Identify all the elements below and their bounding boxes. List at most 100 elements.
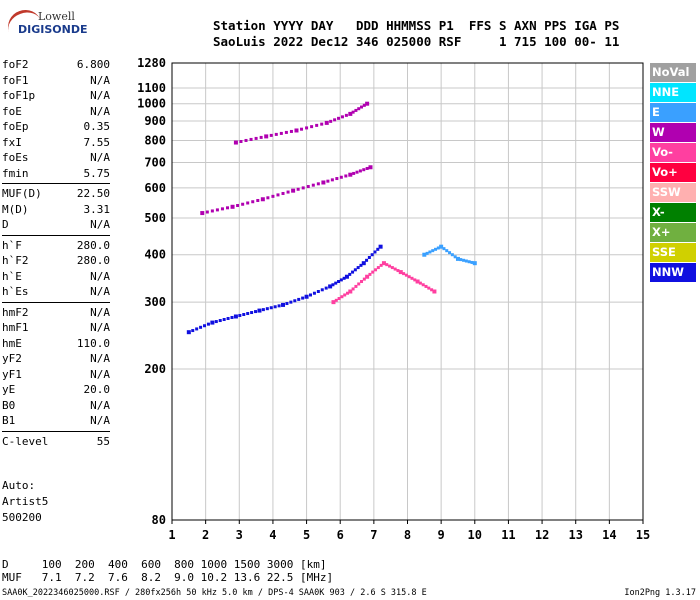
auto-label: Auto: bbox=[2, 479, 36, 492]
param-name: foEp bbox=[2, 120, 29, 133]
param-name: fxI bbox=[2, 135, 22, 149]
param-value: 280.0 bbox=[76, 238, 110, 252]
data-point bbox=[427, 286, 431, 290]
data-point bbox=[365, 166, 369, 170]
param-row: yF2 N/A bbox=[2, 351, 110, 367]
data-point bbox=[459, 258, 463, 262]
data-point bbox=[242, 312, 246, 316]
param-value: 0.35 bbox=[83, 120, 111, 133]
data-point bbox=[324, 286, 328, 290]
data-point bbox=[455, 256, 460, 261]
data-point bbox=[356, 266, 360, 270]
data-point bbox=[413, 278, 417, 282]
data-point bbox=[265, 307, 269, 311]
data-point bbox=[236, 204, 240, 208]
param-value: 110.0 bbox=[76, 336, 110, 350]
data-point bbox=[431, 249, 435, 253]
data-point bbox=[448, 251, 452, 255]
data-point bbox=[285, 302, 289, 306]
data-point bbox=[293, 299, 297, 303]
data-point bbox=[334, 298, 338, 302]
data-point bbox=[296, 187, 300, 191]
data-point bbox=[266, 196, 270, 200]
param-row: foE N/A bbox=[2, 104, 110, 120]
data-point bbox=[472, 261, 477, 266]
logo-line1: Lowell bbox=[38, 10, 75, 23]
data-point bbox=[340, 115, 344, 119]
data-point bbox=[279, 131, 283, 135]
data-point bbox=[362, 277, 366, 281]
data-point bbox=[404, 273, 408, 277]
auto-code: 500200 bbox=[2, 511, 42, 524]
param-name: foEs bbox=[2, 151, 29, 164]
legend-entry-sse: SSE bbox=[650, 243, 696, 262]
param-row: h`Es N/A bbox=[2, 284, 110, 300]
data-point bbox=[273, 305, 277, 309]
data-point bbox=[344, 174, 348, 178]
data-point bbox=[254, 136, 258, 140]
data-point bbox=[200, 211, 205, 216]
data-point bbox=[244, 138, 248, 142]
legend-entry-w: W bbox=[650, 123, 696, 142]
data-point bbox=[367, 255, 371, 259]
data-point bbox=[445, 249, 449, 253]
data-point bbox=[328, 284, 333, 289]
data-point bbox=[462, 258, 466, 262]
param-value: 280.0 bbox=[76, 254, 110, 267]
param-name: hmE bbox=[2, 336, 22, 350]
param-name: h`Es bbox=[2, 285, 29, 298]
data-point bbox=[220, 207, 224, 211]
param-name: D bbox=[2, 218, 9, 231]
param-name: foF1 bbox=[2, 73, 29, 87]
data-point bbox=[365, 101, 370, 106]
x-tick-label: 1 bbox=[168, 528, 175, 542]
data-point bbox=[261, 308, 265, 312]
data-point bbox=[271, 194, 275, 198]
data-point bbox=[286, 190, 290, 194]
muf-table: D 100 200 400 600 800 1000 1500 3000 [km… bbox=[2, 558, 333, 584]
data-point bbox=[269, 133, 273, 137]
param-name: MUF(D) bbox=[2, 187, 42, 200]
data-point bbox=[346, 291, 350, 295]
legend-entry-nnw: NNW bbox=[650, 263, 696, 282]
data-point bbox=[337, 280, 341, 284]
data-point bbox=[348, 289, 353, 294]
param-name: C-level bbox=[2, 434, 49, 448]
legend-entry-ssw: SSW bbox=[650, 183, 696, 202]
y-tick-label: 200 bbox=[144, 362, 166, 376]
data-point bbox=[450, 253, 454, 257]
x-tick-label: 8 bbox=[404, 528, 411, 542]
param-row: hmF1 N/A bbox=[2, 320, 110, 336]
param-name: fmin bbox=[2, 166, 29, 180]
data-point bbox=[233, 314, 238, 319]
data-point bbox=[230, 315, 234, 319]
station-header: Station YYYY DAY DDD HHMMSS P1 FFS S AXN… bbox=[213, 18, 619, 50]
data-point bbox=[425, 251, 429, 255]
data-point bbox=[218, 319, 222, 323]
y-tick-label: 800 bbox=[144, 133, 166, 147]
data-point bbox=[259, 135, 263, 139]
data-point bbox=[316, 182, 320, 186]
data-point bbox=[300, 127, 304, 131]
data-point bbox=[260, 197, 265, 202]
data-point bbox=[396, 269, 400, 273]
param-name: h`F2 bbox=[2, 254, 29, 267]
legend-entry-nne: NNE bbox=[650, 83, 696, 102]
param-name: foF1p bbox=[2, 89, 36, 102]
param-value: N/A bbox=[90, 151, 110, 164]
data-point bbox=[304, 294, 309, 299]
data-point bbox=[421, 283, 425, 287]
param-name: foF2 bbox=[2, 58, 29, 71]
data-point bbox=[277, 304, 281, 308]
y-tick-label: 600 bbox=[144, 181, 166, 195]
param-name: hmF2 bbox=[2, 305, 29, 319]
data-point bbox=[254, 310, 258, 314]
x-tick-label: 10 bbox=[468, 528, 482, 542]
data-point bbox=[186, 330, 191, 335]
param-name: yF1 bbox=[2, 367, 22, 381]
y-tick-label: 900 bbox=[144, 114, 166, 128]
data-point bbox=[249, 137, 253, 141]
legend-entry-e: E bbox=[650, 103, 696, 122]
param-name: h`E bbox=[2, 269, 22, 283]
data-point bbox=[312, 291, 316, 295]
